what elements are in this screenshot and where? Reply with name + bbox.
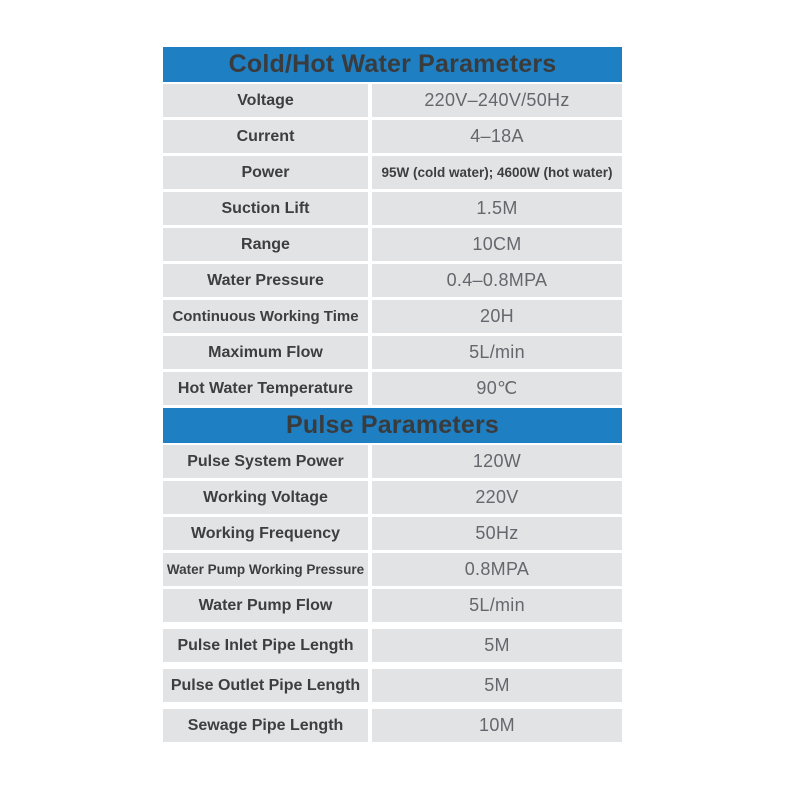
section-title: Pulse Parameters [285,411,500,439]
spec-row-working-frequency: Working Frequency 50Hz [163,517,622,550]
spec-value: 5L/min [372,336,622,369]
spec-value: 0.4–0.8MPA [372,264,622,297]
spec-value: 90℃ [372,372,622,405]
spec-label: Sewage Pipe Length [163,709,368,742]
spec-label: Current [163,120,368,153]
spec-row-suction-lift: Suction Lift 1.5M [163,192,622,225]
spec-row-pulse-system-power: Pulse System Power 120W [163,445,622,478]
spec-label: Voltage [163,84,368,117]
spec-value: 0.8MPA [372,553,622,586]
spec-row-current: Current 4–18A [163,120,622,153]
spec-label: Continuous Working Time [163,300,368,333]
spec-label: Range [163,228,368,261]
spec-value: 20H [372,300,622,333]
section-header-pulse: Pulse Parameters [163,408,622,443]
spec-label: Pulse Outlet Pipe Length [163,669,368,702]
spec-row-working-voltage: Working Voltage 220V [163,481,622,514]
spec-row-continuous-working-time: Continuous Working Time 20H [163,300,622,333]
section-header-cold-hot-water: Cold/Hot Water Parameters [163,47,622,82]
spec-value: 120W [372,445,622,478]
spec-label: Power [163,156,368,189]
spec-value: 50Hz [372,517,622,550]
spec-row-hot-water-temperature: Hot Water Temperature 90℃ [163,372,622,405]
spec-row-pulse-outlet-pipe-length: Pulse Outlet Pipe Length 5M [163,669,622,702]
spec-value: 5L/min [372,589,622,622]
spec-value: 10M [372,709,622,742]
spec-row-water-pump-flow: Water Pump Flow 5L/min [163,589,622,622]
spec-value: 220V [372,481,622,514]
spec-label: Water Pressure [163,264,368,297]
spec-label: Hot Water Temperature [163,372,368,405]
spec-row-range: Range 10CM [163,228,622,261]
spec-label: Water Pump Working Pressure [163,553,368,586]
spec-value: 5M [372,669,622,702]
spec-value: 4–18A [372,120,622,153]
spec-label: Maximum Flow [163,336,368,369]
section-title: Cold/Hot Water Parameters [228,50,557,78]
spec-value: 95W (cold water); 4600W (hot water) [372,156,622,189]
spec-row-water-pressure: Water Pressure 0.4–0.8MPA [163,264,622,297]
spec-label: Water Pump Flow [163,589,368,622]
spec-row-power: Power 95W (cold water); 4600W (hot water… [163,156,622,189]
spec-row-sewage-pipe-length: Sewage Pipe Length 10M [163,709,622,742]
spec-row-pulse-inlet-pipe-length: Pulse Inlet Pipe Length 5M [163,629,622,662]
spec-label: Suction Lift [163,192,368,225]
spec-label: Working Frequency [163,517,368,550]
spec-value: 1.5M [372,192,622,225]
spec-row-maximum-flow: Maximum Flow 5L/min [163,336,622,369]
spec-value: 5M [372,629,622,662]
spec-label: Working Voltage [163,481,368,514]
spec-value: 220V–240V/50Hz [372,84,622,117]
spec-label: Pulse System Power [163,445,368,478]
spec-label: Pulse Inlet Pipe Length [163,629,368,662]
spec-table: Cold/Hot Water Parameters Voltage 220V–2… [163,47,622,745]
spec-row-voltage: Voltage 220V–240V/50Hz [163,84,622,117]
spec-value: 10CM [372,228,622,261]
spec-row-water-pump-working-pressure: Water Pump Working Pressure 0.8MPA [163,553,622,586]
